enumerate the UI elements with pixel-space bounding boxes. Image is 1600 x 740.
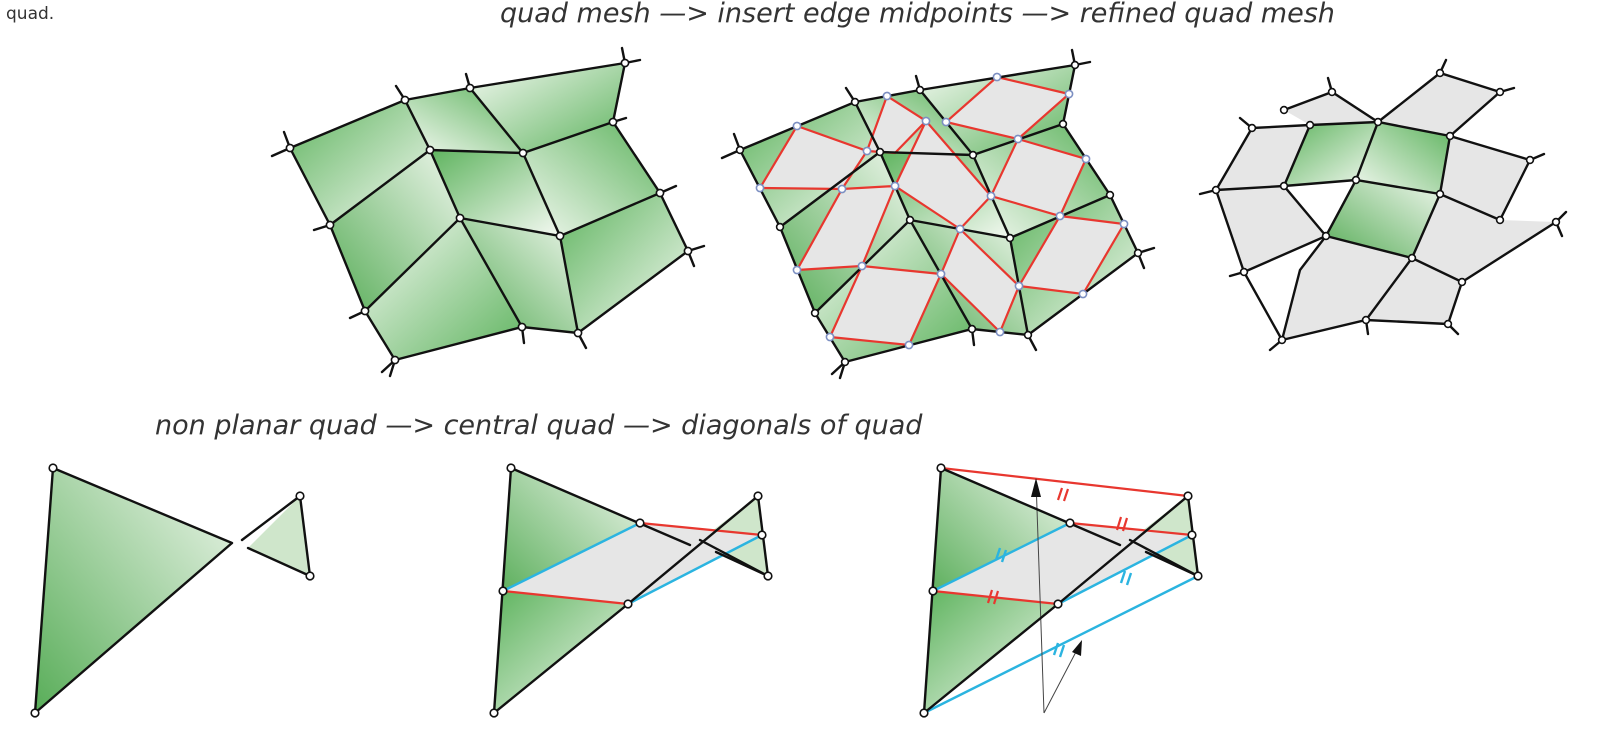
non-planar-quad [30, 463, 315, 718]
quad-mesh-edges [270, 46, 706, 378]
edge-midpoints [755, 72, 1129, 350]
top-caption: quad mesh —> insert edge midpoints —> re… [500, 0, 1335, 29]
refined-vertices [1211, 68, 1561, 345]
truncated-side-text: quad. [6, 4, 55, 24]
central-quad-face [503, 523, 762, 604]
large-triangle [35, 468, 232, 713]
arrow-head [1031, 478, 1041, 497]
lower-face [924, 591, 1058, 713]
midpoint-mesh-vertices [735, 60, 1143, 367]
arrow-head [1072, 640, 1082, 656]
quad-mesh-vertices [285, 58, 693, 365]
face [405, 88, 523, 153]
face [560, 193, 688, 333]
face [1326, 180, 1440, 258]
lower-face [494, 591, 628, 713]
midpoint-mesh [720, 48, 1156, 380]
midpoint-quads [760, 77, 1124, 345]
face [1356, 122, 1450, 194]
face [460, 218, 578, 333]
diagonals-of-quad [919, 463, 1203, 718]
small-triangle [248, 496, 310, 576]
quad-mesh [270, 46, 706, 378]
face [290, 100, 430, 225]
face [365, 218, 522, 360]
central-quad-face [933, 523, 1192, 604]
bottom-caption: non planar quad —> central quad —> diago… [155, 410, 923, 441]
central-quad [489, 463, 773, 718]
refined-green-quads [1284, 122, 1450, 258]
face [330, 150, 460, 311]
refined-gray-quads [1216, 73, 1556, 340]
face [1284, 122, 1378, 186]
refined-quad-mesh [1198, 58, 1568, 352]
